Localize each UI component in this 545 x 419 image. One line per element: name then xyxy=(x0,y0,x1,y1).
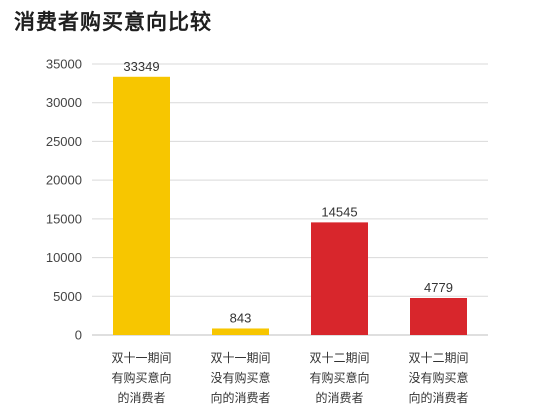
x-tick-label: 双十二期间 xyxy=(408,351,468,365)
data-label: 14545 xyxy=(321,204,357,219)
y-tick-label: 35000 xyxy=(46,57,82,72)
y-tick-label: 5000 xyxy=(53,289,82,304)
x-tick-label: 双十二期间 xyxy=(309,351,369,365)
y-tick-label: 20000 xyxy=(46,173,82,188)
x-tick-label: 双十一期间 xyxy=(210,351,270,365)
bar xyxy=(410,297,467,335)
y-tick-label: 15000 xyxy=(46,211,82,226)
data-label: 843 xyxy=(230,310,252,325)
bar xyxy=(311,222,368,335)
data-label: 33349 xyxy=(123,59,159,74)
x-tick-label: 向的消费者 xyxy=(210,390,270,405)
x-tick-label: 没有购买意 xyxy=(210,370,270,385)
x-tick-label: 的消费者 xyxy=(117,390,165,405)
x-tick-label: 双十一期间 xyxy=(111,351,171,365)
x-tick-label: 有购买意向 xyxy=(309,370,369,385)
x-tick-label: 的消费者 xyxy=(315,390,363,405)
bar xyxy=(212,328,269,335)
x-tick-label: 有购买意向 xyxy=(111,370,171,385)
data-labels: 33349 843 14545 4779 xyxy=(123,59,453,326)
bar xyxy=(113,76,170,336)
y-tick-label: 25000 xyxy=(46,134,82,149)
y-axis: 0 5000 10000 15000 20000 25000 30000 35000 xyxy=(46,57,82,343)
y-tick-label: 30000 xyxy=(46,95,82,110)
data-label: 4779 xyxy=(424,280,453,295)
x-tick-label: 向的消费者 xyxy=(408,390,468,405)
bars xyxy=(113,76,467,336)
y-tick-label: 10000 xyxy=(46,250,82,265)
chart-title: 消费者购买意向比较 xyxy=(14,10,212,34)
x-tick-label: 没有购买意 xyxy=(408,370,468,385)
y-tick-label: 0 xyxy=(75,328,82,343)
